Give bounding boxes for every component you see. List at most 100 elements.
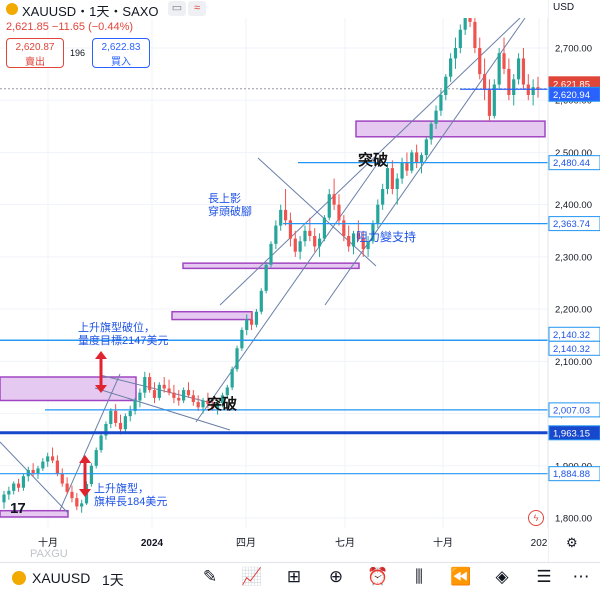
annotation-line: 量度目標2147美元 [78, 335, 169, 347]
double-arrows [79, 351, 107, 497]
candle-body [50, 456, 55, 461]
candle-body [303, 230, 307, 242]
candle-body [172, 392, 176, 398]
candle-body [487, 89, 492, 116]
candle-body [143, 377, 147, 393]
candle-body [361, 238, 365, 250]
candles-icon[interactable]: ⫼ [415, 567, 423, 586]
arrow-head [95, 351, 107, 359]
alarm-icon[interactable]: ⏰ [367, 567, 389, 586]
price-tag [548, 216, 600, 232]
candle-body [167, 388, 171, 393]
candle-body [478, 48, 482, 75]
price-tag [548, 402, 600, 418]
buy-button[interactable]: 2,622.83 買入 [92, 38, 150, 68]
chart-type-icon[interactable]: ▭ [168, 1, 186, 16]
price-tag-label: 2,140.32 [553, 330, 590, 341]
pencil-icon[interactable]: ✎ [202, 567, 218, 586]
settings-sliders-icon[interactable]: ☰ [536, 567, 552, 586]
candle-body [293, 238, 297, 252]
candle-body [99, 435, 103, 451]
y-tick-label: 1,800.00 [555, 514, 592, 525]
candle-body [269, 243, 273, 265]
candle-body [429, 123, 433, 140]
time-axis-bg [0, 528, 548, 562]
zone-rect [355, 120, 546, 138]
zone-rect [0, 509, 69, 518]
candle-body [186, 390, 191, 396]
toolbar-symbol[interactable]: XAUUSD [32, 570, 91, 586]
candle-body [123, 416, 127, 430]
symbol-title[interactable]: XAUUSD・1天・SAXO [22, 4, 159, 19]
candle-body [7, 490, 11, 495]
arrow-head [95, 385, 107, 393]
spread-value: 196 [70, 48, 86, 58]
candle-body [128, 410, 132, 417]
candle-body [347, 236, 351, 247]
time-axis[interactable]: 十月 2024 四月 七月 十月 202 [0, 528, 548, 562]
candle-body [118, 422, 123, 430]
candle-body [133, 400, 137, 411]
candle-body [220, 395, 225, 404]
add-icon[interactable]: ⊕ [328, 567, 344, 586]
y-tick-label: 2,200.00 [555, 305, 592, 316]
toolbar-interval[interactable]: 1天 [102, 572, 124, 588]
double-arrow [95, 351, 107, 393]
arrow-head [79, 455, 91, 463]
candle-body [453, 48, 458, 59]
annotation-flag-breakout: 上升旗型破位， 量度目標2147美元 [78, 322, 168, 348]
candle-body [322, 217, 326, 239]
supply-demand-zones [0, 120, 546, 518]
candle-body [395, 178, 399, 189]
candle-body [327, 194, 331, 218]
candle-body [254, 311, 259, 325]
candle-body [376, 204, 380, 223]
sell-button[interactable]: 2,620.87 賣出 [6, 38, 64, 68]
candle-body [390, 168, 394, 189]
candle-body [317, 238, 322, 247]
candle-body [201, 400, 205, 408]
candle-body [65, 483, 69, 492]
gear-icon[interactable]: ⚙ [566, 535, 578, 550]
y-tick-label: 2,400.00 [555, 200, 592, 211]
price-tag-label: 1,963.15 [553, 428, 590, 439]
candle-body [225, 387, 229, 396]
annotation-resistance-support: 阻力變支持 [356, 230, 417, 244]
candle-body [444, 76, 448, 95]
candle-body [274, 225, 278, 244]
indicators-icon[interactable]: 📈 [241, 567, 263, 586]
candle-body [381, 189, 385, 205]
candle-body [342, 220, 346, 236]
buy-price: 2,622.83 [101, 42, 141, 53]
candle-body [424, 139, 428, 156]
candle-body [31, 469, 35, 474]
candle-body [138, 392, 142, 401]
candles [2, 0, 540, 513]
candle-body [2, 494, 6, 503]
layers-icon[interactable]: ◈ [495, 567, 509, 586]
layout-grid-icon[interactable]: ⊞ [286, 567, 302, 586]
trend-line [94, 387, 231, 431]
price-tag-label: 2,363.74 [553, 219, 590, 230]
candle-body [483, 74, 487, 90]
candle-body [46, 456, 50, 462]
price-axis[interactable]: 1,800.001,900.002,000.002,100.002,200.00… [547, 0, 600, 562]
gold-coin-icon [6, 3, 18, 15]
candle-body [371, 222, 375, 242]
lightning-icon[interactable]: ϟ [528, 510, 544, 526]
price-tag-label: 2,140.32 [553, 344, 590, 355]
candle-body [279, 209, 283, 226]
price-tag [548, 425, 600, 441]
candle-body [288, 220, 293, 239]
more-icon[interactable]: ⋯ [572, 567, 590, 586]
replay-icon[interactable]: ⏪ [450, 567, 472, 586]
price-tag-label: 2,621.85 [553, 79, 590, 90]
compare-icon[interactable]: ≈ [188, 1, 206, 16]
tradingview-logo[interactable]: 17 [10, 500, 26, 517]
candle-body [385, 168, 390, 189]
currency-label[interactable]: USD [553, 2, 575, 13]
candle-body [21, 476, 26, 488]
candle-body [89, 465, 93, 485]
candle-body [259, 290, 263, 312]
